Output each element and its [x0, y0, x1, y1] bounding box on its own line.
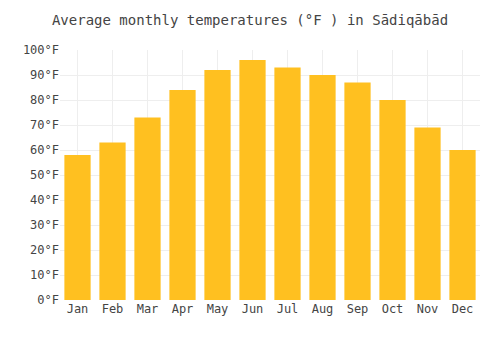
svg-text:Aug: Aug — [312, 302, 334, 316]
svg-text:Nov: Nov — [417, 302, 439, 316]
svg-text:60°F: 60°F — [30, 143, 59, 157]
svg-text:Mar: Mar — [137, 302, 159, 316]
svg-text:May: May — [207, 302, 229, 316]
svg-text:40°F: 40°F — [30, 193, 59, 207]
svg-text:70°F: 70°F — [30, 118, 59, 132]
svg-text:Jul: Jul — [277, 302, 299, 316]
svg-text:Jun: Jun — [242, 302, 264, 316]
svg-text:Oct: Oct — [382, 302, 404, 316]
svg-text:30°F: 30°F — [30, 218, 59, 232]
svg-text:Average monthly temperatures (: Average monthly temperatures (°F ) in Sā… — [52, 12, 448, 28]
svg-text:20°F: 20°F — [30, 243, 59, 257]
svg-text:Feb: Feb — [102, 302, 124, 316]
svg-text:80°F: 80°F — [30, 93, 59, 107]
svg-text:Sep: Sep — [347, 302, 369, 316]
svg-text:50°F: 50°F — [30, 168, 59, 182]
svg-text:90°F: 90°F — [30, 68, 59, 82]
svg-text:100°F: 100°F — [23, 43, 59, 57]
svg-text:Dec: Dec — [452, 302, 474, 316]
svg-text:Apr: Apr — [172, 302, 194, 316]
svg-text:Jan: Jan — [67, 302, 89, 316]
svg-text:10°F: 10°F — [30, 268, 59, 282]
svg-text:0°F: 0°F — [37, 293, 59, 307]
